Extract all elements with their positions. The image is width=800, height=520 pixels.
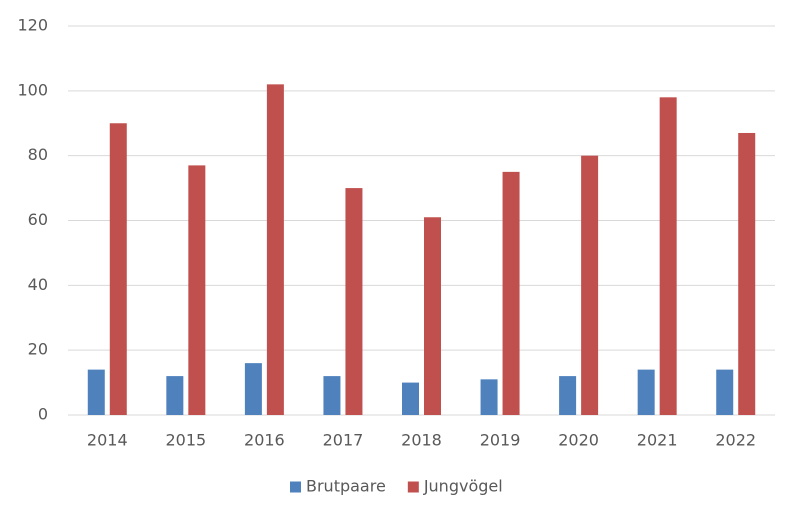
bar [480, 379, 498, 415]
y-tick-label: 60 [28, 210, 48, 229]
bar [581, 155, 599, 415]
legend-label: Brutpaare [306, 477, 386, 496]
bar [716, 369, 734, 415]
legend-label: Jungvögel [423, 477, 503, 496]
x-tick-label: 2020 [558, 431, 599, 450]
y-tick-label: 0 [38, 405, 48, 424]
x-tick-label: 2014 [87, 431, 128, 450]
bar [502, 171, 520, 415]
bar [345, 188, 363, 415]
bar [188, 165, 206, 415]
y-tick-label: 40 [28, 275, 48, 294]
x-tick-label: 2018 [401, 431, 442, 450]
x-tick-label: 2017 [323, 431, 364, 450]
bar [559, 376, 577, 415]
bar [109, 123, 127, 415]
bar [424, 217, 441, 415]
x-tick-label: 2015 [165, 431, 206, 450]
y-tick-label: 20 [28, 340, 48, 359]
bar [266, 84, 284, 415]
bar [244, 363, 262, 415]
x-tick-label: 2019 [480, 431, 521, 450]
bar [323, 376, 341, 415]
legend-swatch [407, 481, 419, 493]
bar [402, 382, 419, 415]
bar [738, 132, 756, 415]
x-tick-label: 2021 [637, 431, 678, 450]
bar [637, 369, 655, 415]
y-tick-label: 100 [17, 80, 48, 99]
legend-swatch [290, 481, 301, 493]
bar [166, 376, 184, 415]
bar [87, 369, 105, 415]
y-tick-label: 120 [17, 16, 48, 35]
y-tick-label: 80 [28, 145, 48, 164]
bar [659, 97, 677, 416]
x-tick-label: 2016 [244, 431, 285, 450]
x-tick-label: 2022 [715, 431, 756, 450]
